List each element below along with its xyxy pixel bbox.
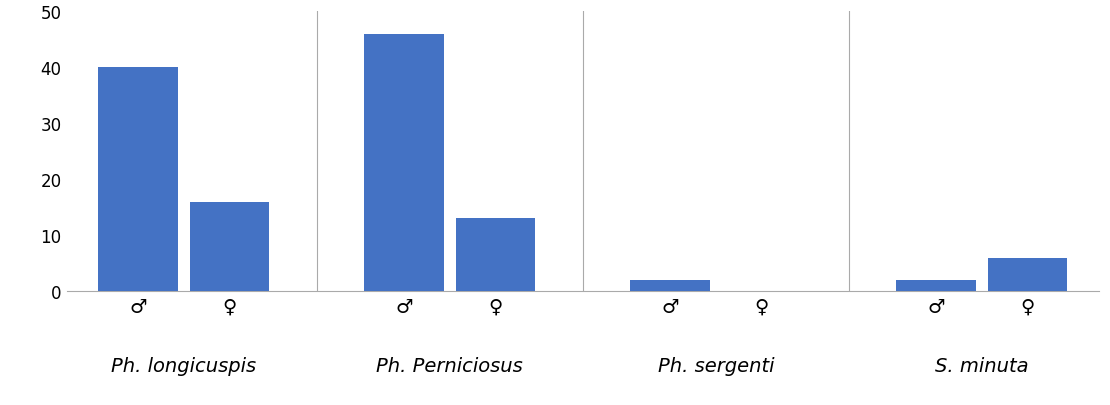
Bar <box>190 202 269 292</box>
Bar <box>99 68 178 292</box>
Text: Ph. longicuspis: Ph. longicuspis <box>111 356 256 375</box>
Text: Ph. Perniciosus: Ph. Perniciosus <box>376 356 523 375</box>
Bar <box>364 34 444 292</box>
Bar <box>897 280 976 292</box>
Bar <box>630 280 709 292</box>
Bar <box>456 219 535 292</box>
Text: S. minuta: S. minuta <box>935 356 1029 375</box>
Bar <box>988 258 1067 292</box>
Text: Ph. sergenti: Ph. sergenti <box>657 356 774 375</box>
